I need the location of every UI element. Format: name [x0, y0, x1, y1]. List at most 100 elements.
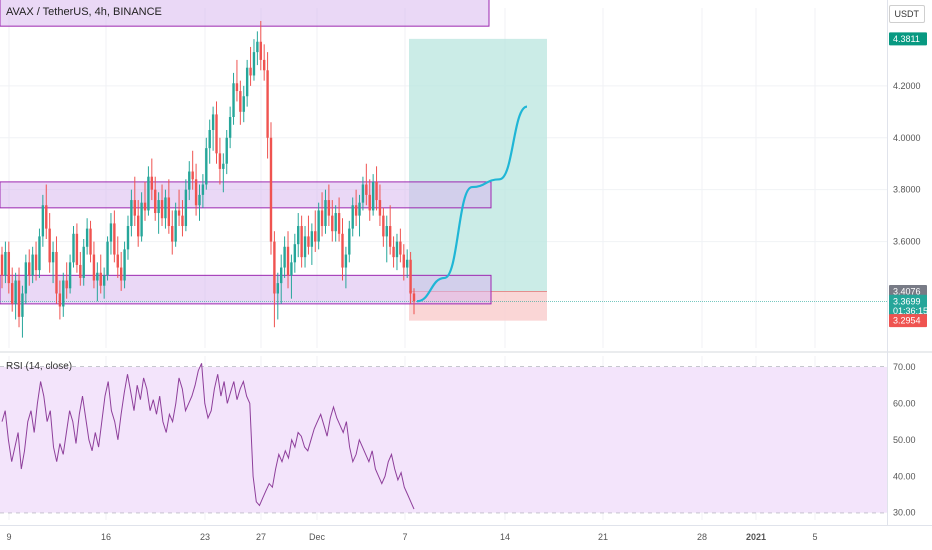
candle-body — [252, 52, 256, 76]
candle-body — [31, 254, 34, 276]
candle-body — [62, 280, 65, 307]
candle-body — [184, 189, 188, 227]
candle-body — [358, 202, 361, 216]
candle-body — [341, 233, 344, 268]
candle-body — [82, 246, 85, 278]
candle-body — [245, 67, 249, 97]
candle-body — [205, 148, 208, 185]
support-resistance-zone[interactable] — [0, 181, 492, 209]
candle-body — [225, 137, 228, 164]
candle-body — [79, 264, 82, 278]
candle-body — [310, 231, 314, 247]
support-resistance-zone[interactable] — [0, 0, 490, 27]
rsi-tick-label: 50.00 — [893, 435, 916, 445]
candle-body — [45, 205, 48, 229]
candle-body — [395, 241, 399, 258]
candle-body — [256, 41, 259, 53]
x-tick-label: 27 — [256, 532, 266, 542]
price-tag-label: 3.2954 — [893, 316, 921, 326]
price-tag-label: 4.3811 — [893, 34, 920, 44]
candle-body — [368, 194, 371, 211]
projection-path[interactable] — [416, 105, 528, 303]
price-tag-label: 3.3699 — [893, 296, 921, 306]
currency-button[interactable]: USDT — [888, 5, 925, 23]
candle-body — [157, 200, 160, 214]
candle-body — [102, 275, 106, 286]
x-tick-label: 23 — [200, 532, 210, 542]
rsi-tick-label: 70.00 — [893, 362, 916, 372]
candle-body — [160, 200, 164, 219]
candle-body — [361, 184, 365, 203]
candle-body — [171, 226, 174, 242]
candle-body — [123, 249, 126, 281]
candle-body — [276, 283, 280, 294]
candle-body — [106, 241, 109, 276]
x-tick-label: Dec — [309, 532, 326, 542]
candle-body — [378, 200, 382, 216]
candle-body — [324, 200, 327, 227]
candle-body — [75, 233, 79, 265]
price-tag — [889, 294, 927, 308]
candle-body — [317, 210, 320, 242]
candle-body — [269, 137, 273, 242]
candle-body — [164, 197, 167, 219]
candle-body — [119, 267, 123, 281]
candle-body — [99, 272, 102, 286]
candle-body — [0, 254, 4, 276]
price-tag — [889, 314, 927, 328]
candle-body — [314, 231, 317, 242]
candle-body — [38, 236, 41, 271]
price-tag — [889, 32, 927, 46]
candle-body — [273, 241, 276, 294]
target-zone[interactable] — [409, 38, 547, 292]
x-tick-label: 7 — [402, 532, 407, 542]
candle-body — [208, 129, 211, 149]
candle-body — [181, 215, 184, 227]
candle-body — [392, 246, 395, 258]
price-tag — [889, 285, 927, 299]
candle-body — [388, 226, 392, 247]
y-tick-label: 4.0000 — [893, 133, 921, 143]
y-tick-label: 3.8000 — [893, 185, 921, 195]
candle-body — [283, 246, 286, 268]
candle-body — [14, 280, 17, 304]
rsi-title[interactable]: RSI (14, close) — [6, 361, 73, 372]
candle-body — [331, 215, 334, 232]
candle-body — [24, 262, 28, 294]
x-tick-label: 16 — [101, 532, 111, 542]
candle-body — [300, 226, 303, 258]
x-tick-label: 14 — [500, 532, 510, 542]
drawing-overlays[interactable] — [0, 0, 887, 321]
candle-body — [109, 223, 113, 242]
candle-body — [72, 233, 75, 263]
candle-body — [412, 293, 416, 302]
candle-body — [136, 215, 140, 237]
candle-body — [344, 254, 348, 268]
candle-body — [85, 228, 89, 247]
candle-body — [371, 181, 375, 211]
rsi-tick-label: 30.00 — [893, 508, 916, 518]
y-tick-label: 3.6000 — [893, 237, 921, 247]
candle-body — [405, 259, 409, 268]
candle-body — [51, 251, 55, 263]
candle-body — [4, 251, 7, 276]
x-tick-label: 2021 — [746, 532, 766, 542]
candle-body — [154, 189, 157, 214]
candle-body — [259, 41, 262, 60]
support-resistance-zone[interactable] — [0, 274, 492, 305]
candle-body — [365, 184, 368, 195]
candle-body — [402, 254, 405, 268]
candle-series — [0, 20, 416, 338]
price-tag-label: 3.4076 — [893, 287, 921, 297]
candle-body — [215, 114, 218, 154]
candle-body — [297, 226, 300, 245]
candle-body — [375, 181, 378, 201]
candle-body — [201, 184, 205, 195]
candle-body — [130, 200, 133, 227]
candle-body — [48, 228, 51, 263]
candle-body — [55, 251, 58, 294]
candle-body — [320, 210, 324, 227]
